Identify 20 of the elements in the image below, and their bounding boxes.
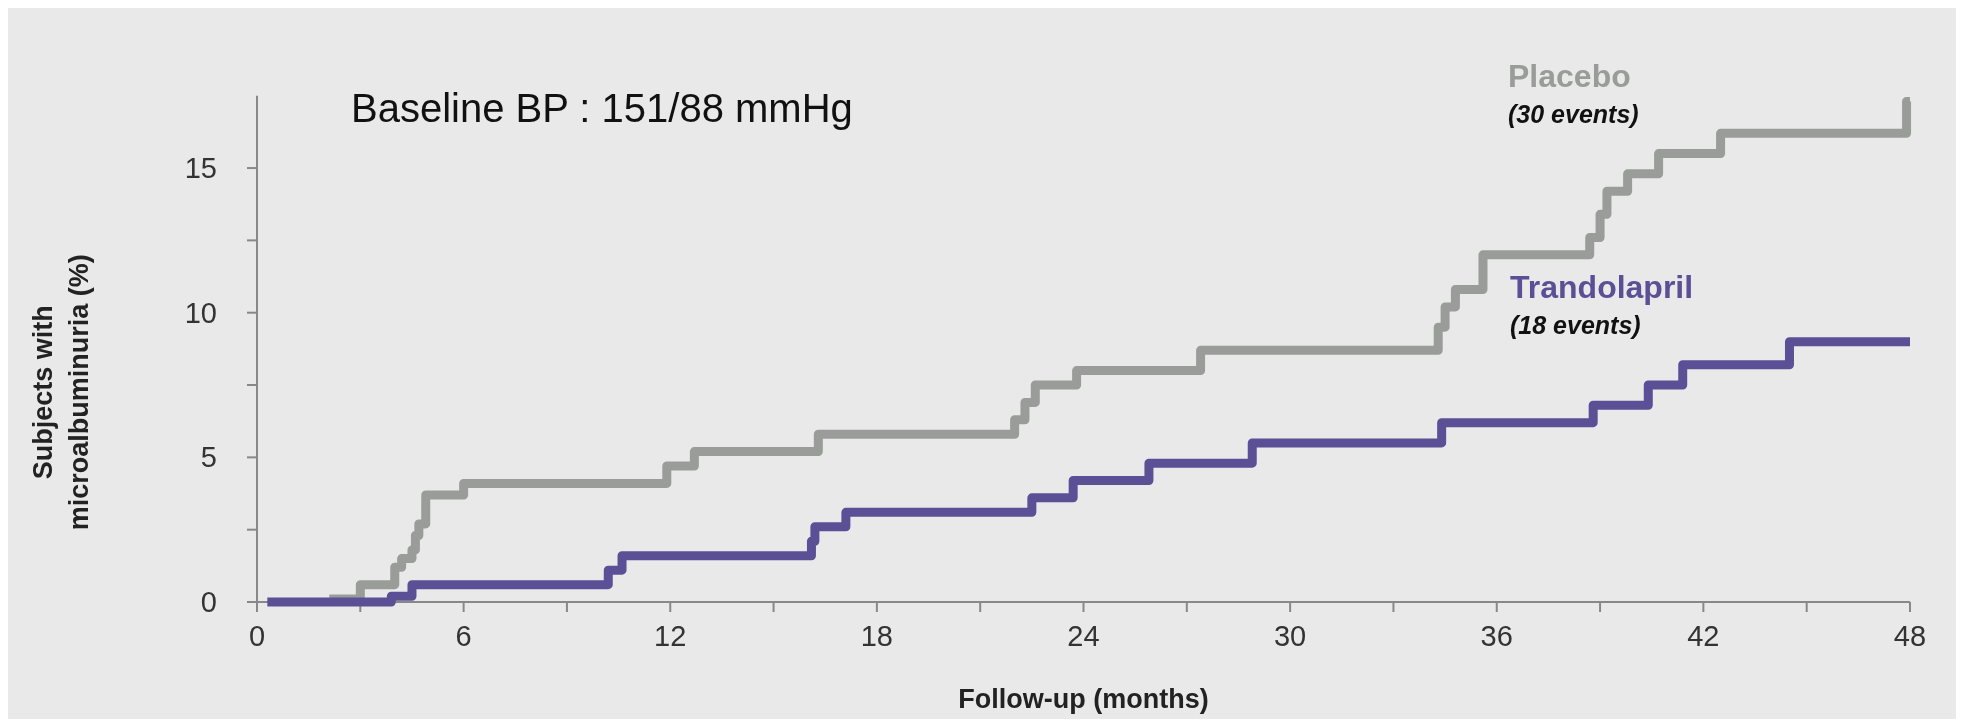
annotation: (30 events): [1508, 100, 1639, 128]
x-tick-label: 48: [1893, 620, 1927, 652]
series-label: Trandolapril: [1510, 269, 1694, 305]
y-tick-label: 15: [184, 152, 217, 185]
x-tick-label: 30: [1273, 620, 1307, 652]
y-tick-label: 5: [200, 441, 217, 474]
x-tick-label: 6: [455, 620, 472, 652]
text: Placebo: [1508, 58, 1631, 94]
x-tick-label: 12: [654, 620, 687, 652]
y-tick-label: 10: [184, 296, 217, 329]
x-tick-label: 24: [1067, 620, 1100, 652]
y-tick-label: 0: [200, 586, 217, 618]
annotation: Baseline BP : 151/88 mmHg: [351, 86, 853, 130]
x-axis-title: Follow-up (months): [958, 684, 1209, 714]
x-tick-label: 0: [248, 620, 266, 652]
y-axis-title: Subjects with microalbuminuria (%): [28, 254, 94, 531]
x-tick-label: 42: [1687, 620, 1720, 652]
x-tick-label: 18: [860, 620, 894, 652]
annotation: (18 events): [1510, 311, 1641, 339]
x-tick-label: 36: [1480, 620, 1513, 652]
